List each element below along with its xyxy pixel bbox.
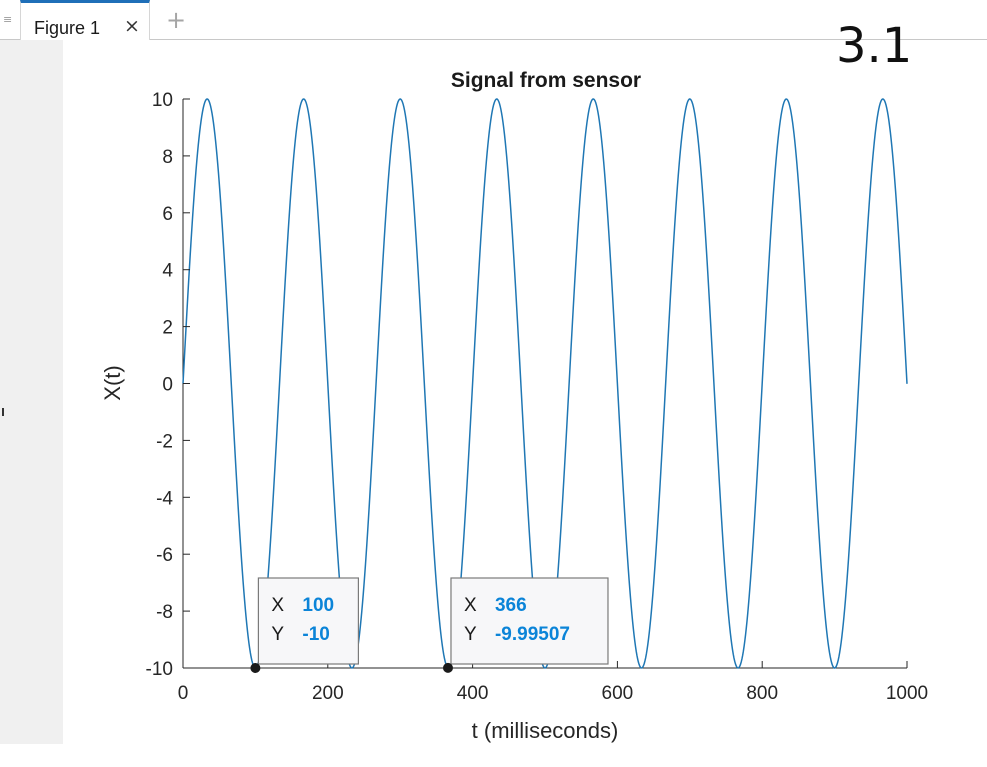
series-line-signal[interactable] — [182, 98, 908, 669]
datatip-marker[interactable] — [250, 663, 261, 673]
x-tick-label: 800 — [746, 683, 778, 704]
datatip-x-value: 366 — [495, 595, 527, 616]
x-tick-label: 1000 — [886, 683, 928, 704]
handwritten-annotation: 3.1 — [836, 18, 912, 74]
left-margin-mark — [2, 408, 4, 416]
datatip-box — [257, 577, 359, 665]
figure-bottom-margin — [0, 744, 987, 767]
datatip-x-value: 100 — [302, 595, 334, 616]
x-tick-label: 600 — [602, 683, 634, 704]
y-tick-label: 0 — [162, 375, 173, 396]
datatip-y-key: Y — [271, 624, 284, 645]
y-tick-label: -6 — [156, 545, 173, 566]
y-tick-label: 6 — [162, 204, 173, 225]
grip-icon[interactable]: ≡ — [3, 13, 13, 26]
add-tab-icon[interactable]: + — [166, 6, 187, 34]
y-tick-label: -4 — [156, 488, 173, 509]
datatip[interactable]: X 100 Y -10 — [250, 577, 359, 673]
y-tick-label: 8 — [162, 147, 173, 168]
x-tick-label: 0 — [178, 683, 189, 704]
y-tick-label: 2 — [162, 318, 173, 339]
figure-left-margin — [0, 40, 63, 744]
figure-tabbar: ≡ Figure 1 × + — [0, 0, 987, 40]
y-tick-label: -10 — [146, 659, 173, 680]
tab-figure-1[interactable]: Figure 1 × — [20, 0, 150, 40]
tab-label: Figure 1 — [34, 18, 101, 38]
close-icon[interactable]: × — [124, 15, 140, 37]
datatip-marker[interactable] — [442, 662, 453, 673]
y-tick-label: -8 — [156, 602, 173, 623]
datatip-y-value: -9.99507 — [495, 624, 570, 645]
y-tick-label: 10 — [152, 90, 173, 111]
datatip-group: X 100 Y -10 X 366 Y -9.99507 — [250, 577, 609, 673]
chart-title: Signal from sensor — [451, 69, 641, 92]
x-axis-label: t (milliseconds) — [472, 718, 619, 743]
datatip[interactable]: X 366 Y -9.99507 — [442, 577, 609, 673]
y-axis-label: X(t) — [100, 365, 125, 400]
datatip-y-value: -10 — [302, 624, 329, 645]
x-tick-label: 200 — [312, 683, 344, 704]
datatip-x-key: X — [271, 595, 284, 616]
y-tick-label: 4 — [162, 261, 173, 282]
datatip-x-key: X — [464, 595, 477, 616]
datatip-box — [450, 577, 609, 665]
x-tick-label: 400 — [457, 683, 489, 704]
datatip-y-key: Y — [464, 624, 477, 645]
y-tick-label: -2 — [156, 431, 173, 452]
